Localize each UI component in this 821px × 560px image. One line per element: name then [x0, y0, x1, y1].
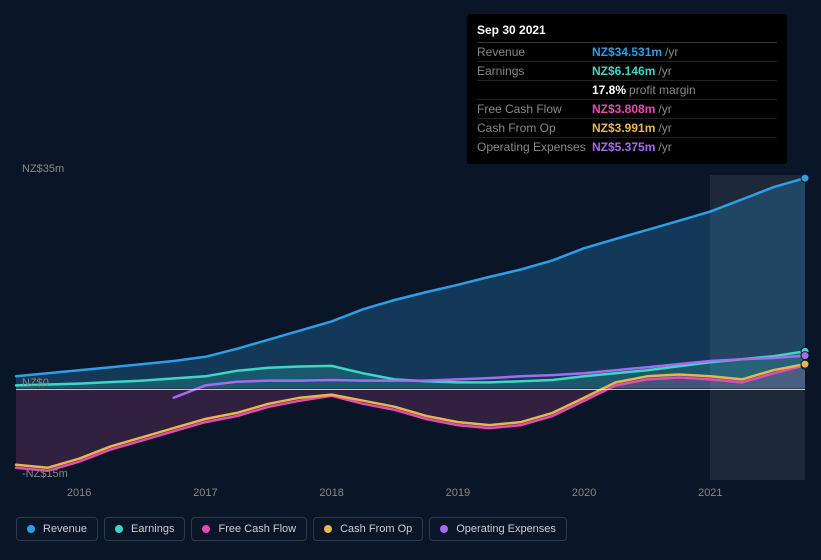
legend-item-revenue[interactable]: Revenue — [16, 517, 98, 541]
legend-swatch-icon — [115, 525, 123, 533]
legend-label: Free Cash Flow — [218, 523, 296, 535]
legend-label: Cash From Op — [340, 523, 412, 535]
tooltip-unit: profit margin — [629, 83, 696, 97]
tooltip-label: Operating Expenses — [477, 140, 592, 154]
x-axis-label: 2019 — [446, 487, 470, 499]
tooltip-value: NZ$34.531m — [592, 45, 662, 59]
legend-item-fcf[interactable]: Free Cash Flow — [191, 517, 307, 541]
tooltip-unit: /yr — [665, 45, 678, 59]
legend-swatch-icon — [440, 525, 448, 533]
legend-label: Operating Expenses — [456, 523, 556, 535]
tooltip-row-fcf: Free Cash FlowNZ$3.808m /yr — [477, 100, 777, 119]
x-axis-label: 2020 — [572, 487, 596, 499]
chart-legend: Revenue Earnings Free Cash Flow Cash From O… — [16, 517, 567, 541]
series-marker-opex — [801, 352, 809, 360]
x-axis-label: 2017 — [193, 487, 217, 499]
x-axis-label: 2021 — [698, 487, 722, 499]
tooltip-row-margin: 17.8% profit margin — [477, 81, 777, 100]
tooltip-unit: /yr — [658, 140, 671, 154]
chart-tooltip: Sep 30 2021 RevenueNZ$34.531m /yrEarning… — [467, 14, 787, 164]
y-axis-label: NZ$0 — [22, 377, 49, 389]
tooltip-label: Free Cash Flow — [477, 102, 592, 116]
legend-label: Revenue — [43, 523, 87, 535]
series-fill-revenue — [16, 178, 805, 388]
tooltip-row-cfo: Cash From OpNZ$3.991m /yr — [477, 119, 777, 138]
tooltip-row-opex: Operating ExpensesNZ$5.375m /yr — [477, 138, 777, 156]
series-marker-cfo — [801, 360, 809, 368]
series-marker-revenue — [801, 174, 809, 182]
tooltip-label: Cash From Op — [477, 121, 592, 135]
legend-swatch-icon — [324, 525, 332, 533]
tooltip-unit: /yr — [658, 102, 671, 116]
tooltip-value: 17.8% — [592, 83, 626, 97]
tooltip-unit: /yr — [658, 121, 671, 135]
chart-container: NZ$35m NZ$0 -NZ$15m 2016 2017 2018 2019 2020 20… — [16, 150, 805, 500]
tooltip-value: NZ$3.991m — [592, 121, 655, 135]
legend-item-cfo[interactable]: Cash From Op — [313, 517, 423, 541]
tooltip-row-revenue: RevenueNZ$34.531m /yr — [477, 43, 777, 62]
tooltip-unit: /yr — [658, 64, 671, 78]
x-axis-label: 2016 — [67, 487, 91, 499]
tooltip-value: NZ$6.146m — [592, 64, 655, 78]
plot-area[interactable] — [16, 175, 805, 480]
zero-gridline — [16, 389, 805, 390]
legend-item-opex[interactable]: Operating Expenses — [429, 517, 567, 541]
legend-item-earnings[interactable]: Earnings — [104, 517, 185, 541]
legend-swatch-icon — [27, 525, 35, 533]
tooltip-label: Revenue — [477, 45, 592, 59]
tooltip-value: NZ$3.808m — [592, 102, 655, 116]
legend-label: Earnings — [131, 523, 174, 535]
legend-swatch-icon — [202, 525, 210, 533]
tooltip-row-earnings: EarningsNZ$6.146m /yr — [477, 62, 777, 81]
tooltip-label — [477, 83, 592, 97]
chart-svg — [16, 175, 805, 480]
x-axis-label: 2018 — [319, 487, 343, 499]
tooltip-date: Sep 30 2021 — [477, 20, 777, 43]
y-axis-label: NZ$35m — [22, 163, 64, 175]
tooltip-label: Earnings — [477, 64, 592, 78]
y-axis-label: -NZ$15m — [22, 468, 68, 480]
tooltip-value: NZ$5.375m — [592, 140, 655, 154]
